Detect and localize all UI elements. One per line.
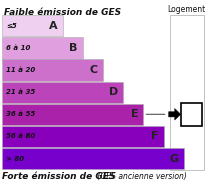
Bar [181, 103, 202, 126]
Text: A: A [49, 21, 57, 31]
Text: Faible émission de GES: Faible émission de GES [4, 8, 121, 17]
Text: > 80: > 80 [6, 156, 24, 162]
Polygon shape [169, 108, 181, 120]
Text: 11 à 20: 11 à 20 [6, 67, 35, 73]
Text: B: B [69, 43, 78, 53]
Text: ≤5: ≤5 [6, 23, 17, 29]
Text: Logement: Logement [168, 5, 206, 14]
Bar [2, 81, 123, 103]
Bar [2, 126, 164, 147]
Text: E: E [131, 109, 138, 119]
Bar [2, 148, 184, 169]
Bar [2, 104, 143, 125]
Text: (GES ancienne version): (GES ancienne version) [95, 172, 187, 181]
Text: 36 à 55: 36 à 55 [6, 111, 35, 117]
Bar [170, 15, 204, 170]
Bar [2, 37, 83, 59]
Text: Forte émission de GES: Forte émission de GES [2, 172, 115, 181]
Text: 6 à 10: 6 à 10 [6, 45, 30, 51]
Text: D: D [109, 87, 118, 97]
Bar [2, 59, 103, 81]
Bar [2, 15, 63, 36]
Text: 56 à 80: 56 à 80 [6, 133, 35, 139]
Text: F: F [151, 131, 159, 141]
Text: 21 à 35: 21 à 35 [6, 89, 35, 95]
Text: G: G [170, 154, 179, 164]
Text: C: C [90, 65, 98, 75]
